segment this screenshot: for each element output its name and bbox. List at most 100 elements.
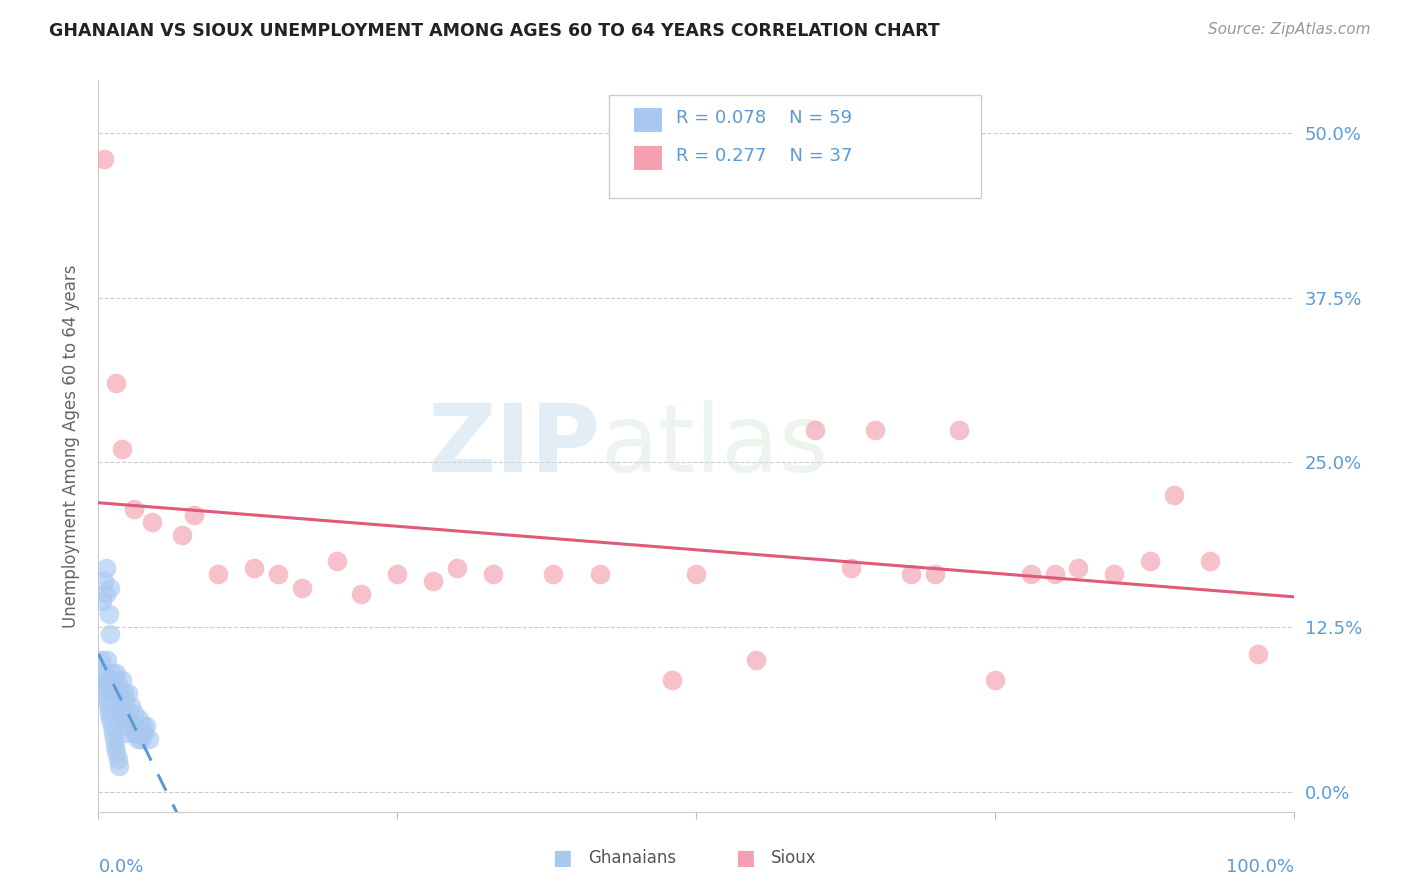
Point [132, 725, 155, 739]
Text: R = 0.277    N = 37: R = 0.277 N = 37 [676, 147, 853, 165]
Point [100, 719, 122, 733]
Point [104, 673, 127, 687]
Point [103, 686, 125, 700]
Point [98, 713, 122, 727]
Point [115, 725, 138, 739]
Point [482, 567, 505, 582]
Point [94, 561, 117, 575]
Text: Ghanaians: Ghanaians [588, 849, 676, 867]
Point [1067, 561, 1090, 575]
Point [91, 666, 114, 681]
Point [107, 758, 129, 772]
Point [135, 719, 157, 733]
Point [108, 692, 131, 706]
Point [93, 574, 115, 588]
Point [125, 725, 148, 739]
Text: atlas: atlas [600, 400, 828, 492]
Point [350, 587, 373, 601]
Text: Sioux: Sioux [770, 849, 815, 867]
Point [984, 673, 1007, 687]
Point [124, 501, 146, 516]
Point [101, 680, 124, 694]
Point [114, 692, 136, 706]
Point [128, 713, 150, 727]
Point [100, 666, 122, 681]
Point [97, 699, 120, 714]
Point [91, 686, 114, 700]
Point [93, 680, 115, 694]
Point [118, 713, 141, 727]
Point [129, 725, 152, 739]
Point [115, 713, 138, 727]
Point [94, 587, 117, 601]
Point [105, 666, 128, 681]
Point [948, 423, 970, 437]
Point [685, 567, 707, 582]
Point [207, 567, 229, 582]
Point [111, 673, 134, 687]
Point [98, 581, 122, 595]
Point [326, 554, 349, 568]
Point [96, 692, 118, 706]
Point [1019, 567, 1042, 582]
Point [117, 719, 139, 733]
Point [267, 567, 290, 582]
Point [124, 719, 146, 733]
Point [541, 567, 564, 582]
Point [661, 673, 683, 687]
Point [183, 508, 205, 523]
Point [101, 725, 124, 739]
Point [111, 706, 134, 720]
Text: ■: ■ [553, 848, 572, 868]
Point [93, 153, 115, 167]
Point [131, 719, 153, 733]
Point [172, 528, 194, 542]
Point [98, 607, 121, 621]
Text: R = 0.078    N = 59: R = 0.078 N = 59 [676, 109, 852, 127]
Point [105, 746, 128, 760]
Point [90, 653, 112, 667]
Point [291, 581, 314, 595]
Point [112, 686, 135, 700]
Point [107, 686, 129, 700]
Point [1139, 554, 1161, 568]
Point [243, 561, 266, 575]
Point [91, 594, 114, 608]
Point [103, 732, 125, 747]
Point [124, 706, 146, 720]
Point [115, 706, 138, 720]
Point [96, 653, 118, 667]
Point [127, 732, 149, 747]
Point [141, 515, 163, 529]
Text: 0.0%: 0.0% [98, 858, 143, 876]
Point [104, 739, 127, 753]
Point [105, 376, 128, 391]
Point [117, 686, 139, 700]
Text: 100.0%: 100.0% [1226, 858, 1294, 876]
Text: ■: ■ [735, 848, 755, 868]
Point [422, 574, 444, 588]
Point [112, 713, 135, 727]
Point [131, 732, 153, 747]
Point [385, 567, 409, 582]
Point [745, 653, 768, 667]
Point [1043, 567, 1066, 582]
Point [121, 719, 143, 733]
Point [98, 627, 122, 641]
Point [865, 423, 887, 437]
Point [107, 680, 129, 694]
Point [900, 567, 922, 582]
Text: ZIP: ZIP [427, 400, 600, 492]
Point [122, 725, 145, 739]
Point [97, 673, 120, 687]
Point [138, 732, 160, 747]
Point [1104, 567, 1126, 582]
Point [841, 561, 863, 575]
Point [589, 567, 612, 582]
Point [1199, 554, 1222, 568]
Point [1163, 488, 1185, 502]
Text: GHANAIAN VS SIOUX UNEMPLOYMENT AMONG AGES 60 TO 64 YEARS CORRELATION CHART: GHANAIAN VS SIOUX UNEMPLOYMENT AMONG AGE… [49, 22, 941, 40]
Point [111, 442, 134, 457]
Point [91, 673, 114, 687]
Point [924, 567, 946, 582]
